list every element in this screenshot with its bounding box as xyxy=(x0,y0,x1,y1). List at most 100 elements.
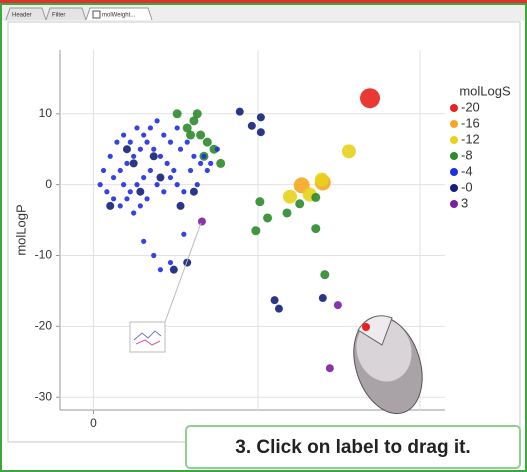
point xyxy=(270,296,279,305)
tab[interactable] xyxy=(5,7,47,21)
tab-label[interactable]: Header xyxy=(12,13,32,19)
tab[interactable] xyxy=(85,7,153,21)
point xyxy=(311,224,321,234)
point xyxy=(144,196,150,202)
point xyxy=(216,158,226,168)
point xyxy=(333,301,342,310)
legend-marker[interactable] xyxy=(450,104,458,112)
legend-marker[interactable] xyxy=(450,168,458,176)
point xyxy=(189,187,198,196)
point xyxy=(320,270,330,280)
point xyxy=(177,146,184,152)
point xyxy=(151,146,157,152)
point xyxy=(251,226,261,236)
y-tick-label: -10 xyxy=(35,248,53,262)
point xyxy=(360,88,381,109)
legend-label[interactable]: -4 xyxy=(461,163,473,178)
tab-label[interactable]: molWeight... xyxy=(102,13,136,19)
point xyxy=(214,146,220,152)
legend-label[interactable]: -0 xyxy=(461,179,473,194)
point xyxy=(134,182,140,188)
point xyxy=(311,192,321,202)
point xyxy=(134,125,140,131)
legend-title: molLogS xyxy=(459,83,511,98)
point xyxy=(114,139,120,145)
point xyxy=(121,132,127,138)
point xyxy=(194,182,200,188)
point xyxy=(149,152,158,161)
point xyxy=(235,107,244,116)
legend-label[interactable]: -12 xyxy=(461,131,480,146)
point xyxy=(263,213,273,223)
point xyxy=(282,189,297,204)
legend-label[interactable]: -16 xyxy=(461,115,480,130)
inset-trace xyxy=(135,339,161,346)
x-tick-label: 0 xyxy=(90,416,97,430)
point xyxy=(181,231,187,237)
point xyxy=(184,139,190,145)
point xyxy=(182,123,192,133)
point xyxy=(325,364,334,373)
point xyxy=(137,203,143,209)
point xyxy=(186,130,196,140)
point xyxy=(187,167,194,174)
inset-trace xyxy=(133,330,162,341)
point xyxy=(100,167,107,174)
point xyxy=(167,139,174,145)
point xyxy=(104,189,110,195)
point xyxy=(198,160,204,166)
y-tick-label: 0 xyxy=(45,177,52,191)
point xyxy=(256,113,265,122)
point xyxy=(97,182,103,188)
point xyxy=(147,125,153,131)
point xyxy=(208,160,214,166)
tab-label[interactable]: Filter xyxy=(52,13,65,19)
legend-label[interactable]: -8 xyxy=(461,147,473,162)
legend-marker[interactable] xyxy=(450,136,458,144)
point xyxy=(181,189,187,195)
y-tick-label: -20 xyxy=(35,319,53,333)
point xyxy=(197,217,206,226)
point xyxy=(154,118,160,124)
point xyxy=(137,146,143,152)
point xyxy=(106,201,115,210)
legend-label[interactable]: 3 xyxy=(461,195,468,210)
point xyxy=(110,196,117,202)
point xyxy=(151,252,157,259)
point xyxy=(141,132,147,138)
point xyxy=(124,160,130,166)
point xyxy=(161,189,167,195)
point xyxy=(141,238,147,244)
point xyxy=(172,109,182,119)
point xyxy=(314,172,329,187)
point xyxy=(192,109,202,119)
point xyxy=(176,201,185,210)
point xyxy=(136,187,145,196)
point xyxy=(161,132,167,138)
point xyxy=(196,130,206,140)
point xyxy=(174,182,180,188)
y-tick-label: 10 xyxy=(39,106,53,120)
point xyxy=(157,153,164,159)
tab[interactable] xyxy=(45,7,87,21)
point xyxy=(117,167,123,174)
point xyxy=(156,173,165,182)
point xyxy=(174,125,180,131)
point xyxy=(121,182,127,188)
point xyxy=(127,189,133,195)
point xyxy=(131,153,137,159)
point xyxy=(157,267,164,273)
point xyxy=(255,197,265,207)
legend-marker[interactable] xyxy=(450,152,458,160)
y-axis-label: molLogP xyxy=(13,204,28,255)
legend-marker[interactable] xyxy=(450,200,458,208)
top-bar xyxy=(0,0,527,3)
legend-marker[interactable] xyxy=(450,184,458,192)
legend-marker[interactable] xyxy=(450,120,458,128)
point xyxy=(129,159,138,168)
legend-label[interactable]: -20 xyxy=(461,99,480,114)
point xyxy=(167,174,174,181)
mouse-dot xyxy=(362,323,370,331)
